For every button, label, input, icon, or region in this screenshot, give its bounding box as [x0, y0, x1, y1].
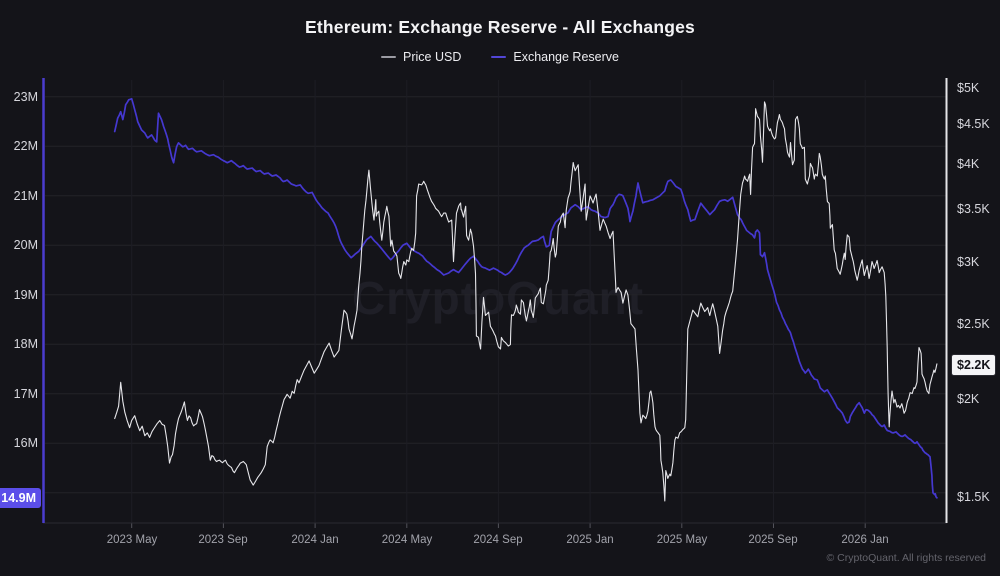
price-tick-label: $2K: [957, 392, 980, 406]
reserve-tick-label: 19M: [13, 288, 38, 302]
legend: Price USD Exchange Reserve: [0, 50, 1000, 64]
price-tick-label: $4K: [957, 157, 980, 171]
reserve-current-value-badge: 14.9M: [0, 488, 41, 508]
time-tick-label: 2023 Sep: [198, 534, 248, 546]
time-tick-label: 2024 Sep: [473, 534, 523, 546]
time-tick-label: 2025 Sep: [748, 534, 798, 546]
price-tick-label: $3.5K: [957, 202, 990, 216]
price-tick-label: $4.5K: [957, 117, 990, 131]
reserve-tick-label: 20M: [13, 238, 38, 252]
time-tick-label: 2025 Jan: [566, 534, 614, 546]
price-usd-line: [114, 101, 938, 502]
legend-item-exchange-reserve[interactable]: Exchange Reserve: [491, 50, 619, 64]
price-usd-swatch-icon: [381, 56, 397, 58]
price-tick-label: $5K: [957, 81, 980, 95]
cryptoquant-watermark: CryptoQuant: [352, 271, 644, 325]
time-tick-label: 2025 May: [656, 534, 708, 546]
reserve-tick-label: 17M: [13, 387, 38, 401]
reserve-tick-label: 18M: [13, 337, 38, 351]
time-tick-label: 2024 Jan: [291, 534, 339, 546]
price-usd-legend-label: Price USD: [403, 50, 462, 64]
time-tick-label: 2024 May: [381, 534, 433, 546]
price-tick-label: $3K: [957, 255, 980, 269]
reserve-tick-label: 21M: [13, 189, 38, 203]
page-title: Ethereum: Exchange Reserve - All Exchang…: [305, 17, 695, 37]
copyright-notice: © CryptoQuant. All rights reserved: [826, 552, 986, 564]
exchange-reserve-line: [113, 97, 938, 499]
reserve-tick-label: 16M: [13, 436, 38, 450]
time-tick-label: 2023 May: [106, 534, 158, 546]
reserve-tick-label: 23M: [13, 90, 38, 104]
legend-item-price-usd[interactable]: Price USD: [381, 50, 461, 64]
price-current-value-badge: $2.2K: [951, 354, 997, 376]
reserve-tick-label: 22M: [13, 139, 38, 153]
plot-area[interactable]: [43, 80, 947, 523]
time-tick-label: 2026 Jan: [841, 534, 889, 546]
exchange-reserve-swatch-icon: [491, 56, 507, 58]
price-tick-label: $1.5K: [957, 490, 990, 504]
price-tick-label: $2.5K: [957, 317, 990, 331]
exchange-reserve-legend-label: Exchange Reserve: [513, 50, 619, 64]
